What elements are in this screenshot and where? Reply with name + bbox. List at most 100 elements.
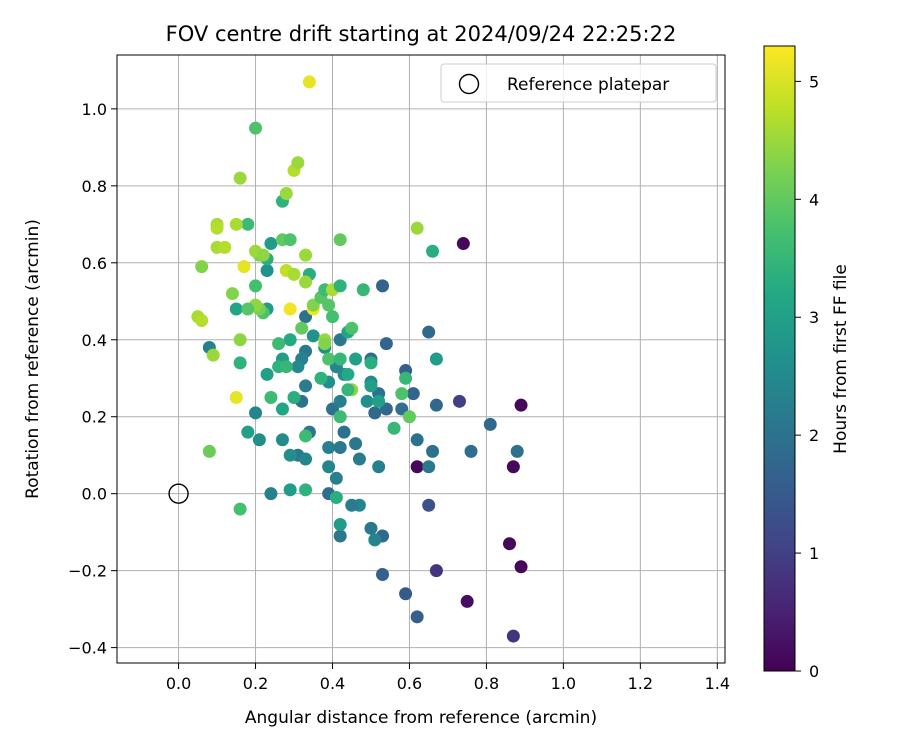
scatter-point xyxy=(237,260,251,274)
scatter-point xyxy=(399,587,413,601)
chart-title: FOV centre drift starting at 2024/09/24 … xyxy=(166,22,677,46)
y-axis-label: Rotation from reference (arcmin) xyxy=(23,219,43,499)
scatter-point xyxy=(395,387,409,401)
scatter-point xyxy=(322,352,336,366)
scatter-point xyxy=(249,406,263,420)
scatter-point xyxy=(406,387,420,401)
scatter-point xyxy=(399,371,413,385)
scatter-point xyxy=(299,429,313,443)
scatter-point xyxy=(376,279,390,293)
legend-label: Reference platepar xyxy=(507,75,669,95)
scatter-point xyxy=(279,187,293,201)
x-axis-label: Angular distance from reference (arcmin) xyxy=(245,708,597,728)
scatter-point xyxy=(387,421,401,435)
scatter-point xyxy=(506,629,520,643)
scatter-point xyxy=(333,410,347,424)
scatter-point xyxy=(402,410,416,424)
x-tick-label: 0.4 xyxy=(320,674,345,693)
grid-lines xyxy=(117,55,725,663)
scatter-point xyxy=(429,398,443,412)
scatter-point xyxy=(260,367,274,381)
scatter-point xyxy=(233,356,247,370)
scatter-point xyxy=(283,483,297,497)
scatter-point xyxy=(229,390,243,404)
scatter-point xyxy=(299,275,313,289)
scatter-point xyxy=(264,237,278,251)
colorbar-tick-label: 2 xyxy=(809,426,819,445)
scatter-point xyxy=(264,487,278,501)
x-tick-label: 0.6 xyxy=(397,674,422,693)
scatter-point xyxy=(456,237,470,251)
scatter-point xyxy=(356,283,370,297)
scatter-point xyxy=(287,390,301,404)
scatter-point xyxy=(322,441,336,455)
scatter-point xyxy=(233,333,247,347)
scatter-point xyxy=(229,302,243,316)
scatter-point xyxy=(314,371,328,385)
scatter-point xyxy=(195,314,209,328)
scatter-point xyxy=(302,75,316,89)
x-tick-label: 0.0 xyxy=(166,674,191,693)
scatter-point xyxy=(376,567,390,581)
scatter-point xyxy=(364,356,378,370)
scatter-point xyxy=(333,394,347,408)
scatter-point xyxy=(514,560,528,574)
scatter-point xyxy=(256,248,270,262)
scatter-point xyxy=(299,452,313,466)
scatter-point xyxy=(291,360,305,374)
y-axis-ticks: −0.4 −0.2 0.0 0.2 0.4 0.6 0.8 1.0 xyxy=(68,100,117,658)
colorbar-label: Hours from first FF file xyxy=(831,264,851,454)
scatter-point xyxy=(225,287,239,301)
scatter-point xyxy=(368,406,382,420)
scatter-point xyxy=(337,425,351,439)
x-tick-label: 1.0 xyxy=(551,674,576,693)
colorbar-gradient xyxy=(763,45,796,672)
scatter-point xyxy=(195,260,209,274)
scatter-point xyxy=(229,217,243,231)
x-tick-label: 0.2 xyxy=(243,674,268,693)
scatter-point xyxy=(483,417,497,431)
scatter-point xyxy=(333,279,347,293)
scatter-point xyxy=(352,452,366,466)
y-tick-label: 1.0 xyxy=(82,100,107,119)
x-axis-ticks: 0.0 0.2 0.4 0.6 0.8 1.0 1.2 1.4 xyxy=(166,663,730,693)
scatter-point xyxy=(364,521,378,535)
scatter-point xyxy=(422,325,436,339)
scatter-point xyxy=(345,498,359,512)
scatter-point xyxy=(372,394,386,408)
scatter-point xyxy=(272,337,286,351)
scatter-point xyxy=(249,279,263,293)
scatter-point xyxy=(372,460,386,474)
colorbar-tick-label: 0 xyxy=(809,662,819,681)
scatter-point xyxy=(299,379,313,393)
scatter-point xyxy=(322,298,336,312)
x-tick-label: 0.8 xyxy=(474,674,499,693)
scatter-point xyxy=(249,121,263,135)
scatter-point xyxy=(426,244,440,258)
scatter-point xyxy=(341,383,355,397)
scatter-point xyxy=(218,240,232,254)
scatter-point xyxy=(333,441,347,455)
scatter-point xyxy=(241,217,255,231)
scatter-point xyxy=(325,310,339,324)
colorbar-tick-label: 4 xyxy=(809,190,819,209)
scatter-point xyxy=(275,433,289,447)
scatter-point xyxy=(241,302,255,316)
scatter-point xyxy=(252,433,266,447)
colorbar: 0 1 2 3 4 5 Hours from first FF file xyxy=(763,45,851,681)
y-tick-label: −0.2 xyxy=(68,562,107,581)
scatter-point xyxy=(349,437,363,451)
scatter-point xyxy=(341,367,355,381)
scatter-point xyxy=(279,360,293,374)
scatter-point xyxy=(333,529,347,543)
colorbar-tick-label: 3 xyxy=(809,308,819,327)
legend-box xyxy=(440,63,717,103)
scatter-point xyxy=(422,460,436,474)
scatter-point xyxy=(306,329,320,343)
plot-area: 0.0 0.2 0.4 0.6 0.8 1.0 1.2 1.4 −0.4−0.20.00.20… xyxy=(68,54,730,693)
y-tick-label: 0.8 xyxy=(82,177,107,196)
x-tick-label: 1.4 xyxy=(705,674,730,693)
y-tick-label: 0.2 xyxy=(82,408,107,427)
y-tick-label: 0.6 xyxy=(82,254,107,273)
